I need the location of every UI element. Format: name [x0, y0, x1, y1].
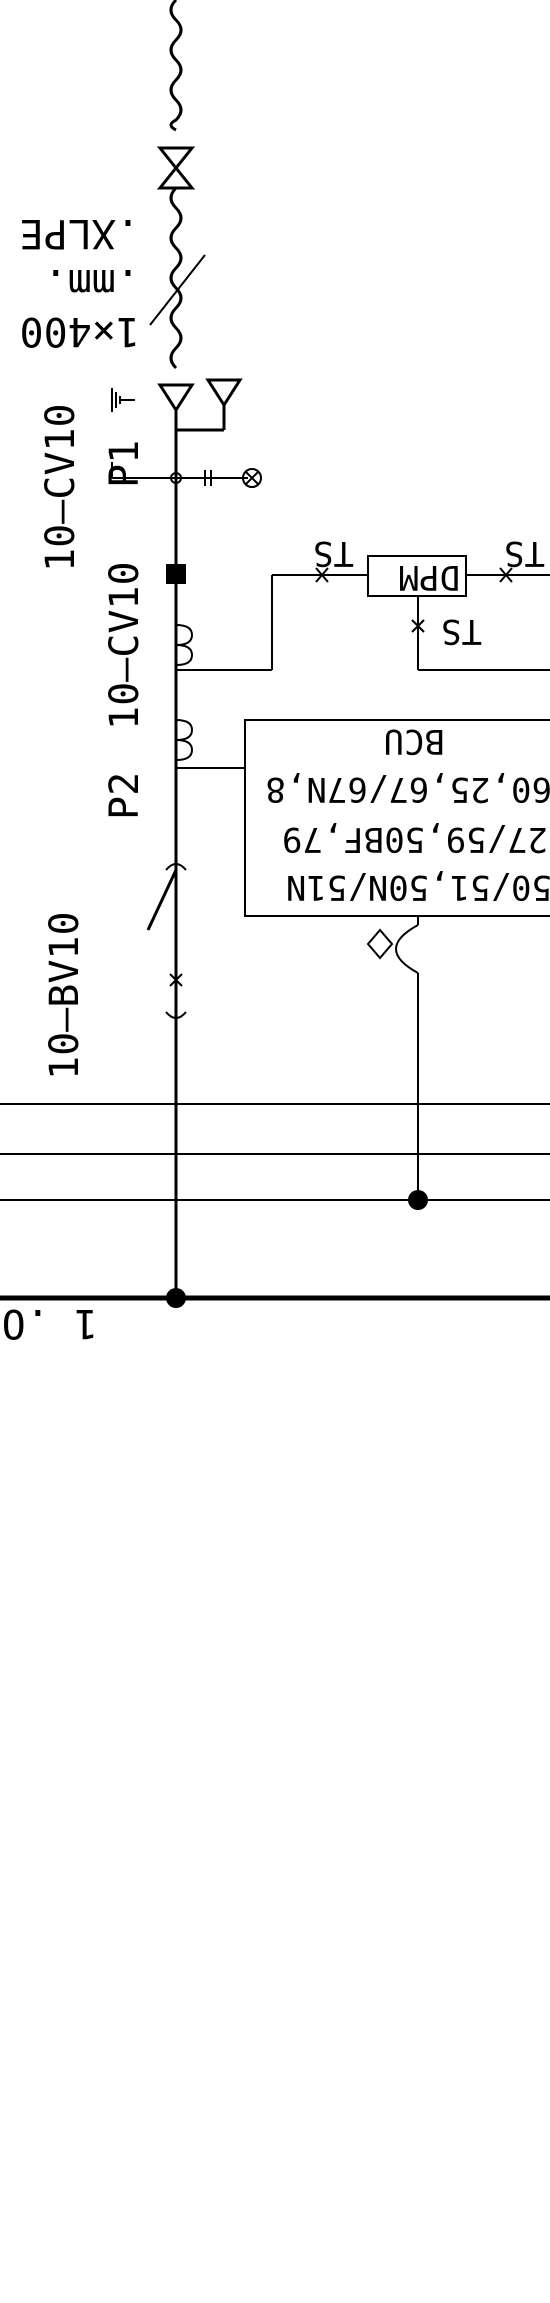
ct-suffix-label: P2: [102, 772, 148, 820]
bcu-protection-box: [244, 719, 550, 917]
test-switch-right-icon: [499, 567, 513, 583]
vt-tap-point: [170, 472, 182, 484]
vt-suffix-label: P1: [102, 440, 148, 488]
test-switch-bottom-icon: [411, 619, 425, 633]
ts-left-label: TS: [313, 533, 354, 573]
ct-tag-label: 10–CV10: [102, 561, 148, 730]
earth-icon: [111, 388, 135, 412]
bus-label: 1 .O: [2, 1300, 98, 1346]
surge-arrester-left-icon: [157, 383, 195, 413]
cable-cross-slash: [149, 254, 206, 326]
bcu-label: BCU: [384, 721, 445, 761]
draw-out-contact-bottom: [165, 1011, 187, 1019]
surge-arrester-right-icon: [205, 378, 243, 408]
test-switch-left-icon: [315, 567, 329, 583]
vt-tag-label: 10–CV10: [38, 403, 84, 572]
busbar-junction-dot: [166, 1288, 186, 1308]
cable-middle-wavy: [169, 186, 183, 370]
current-transformer-2-icon: [175, 719, 194, 761]
junction-square: [166, 564, 186, 584]
cable-sealing-end-icon: [156, 146, 196, 190]
trip-coil-arc: [394, 924, 419, 974]
indicator-lamp-icon: [242, 468, 262, 488]
protection-line-2: 27/59,50BF,79: [282, 819, 548, 859]
cable-unit-label: .mm.: [44, 260, 140, 306]
ts-bottom-label: TS: [441, 611, 482, 651]
breaker-blade: [146, 869, 178, 931]
current-transformer-1-icon: [175, 624, 194, 666]
dpm-label: DPM: [399, 557, 460, 597]
protection-line-3: 50/51,50N/51N: [286, 867, 550, 907]
cable-insulation-label: .XLPE: [20, 210, 140, 256]
ts-right-label: TS: [504, 533, 545, 573]
breaker-x-icon: [169, 973, 183, 987]
cable-type-label: 1×400: [20, 308, 140, 354]
breaker-tag-label: 10–BV10: [42, 911, 88, 1080]
draw-out-contact-top: [165, 863, 187, 871]
cable-top-wavy: [169, 0, 183, 132]
trip-coil-diamond-icon: [366, 928, 394, 960]
protection-line-1: 60,25,67/67N,8: [265, 769, 550, 809]
